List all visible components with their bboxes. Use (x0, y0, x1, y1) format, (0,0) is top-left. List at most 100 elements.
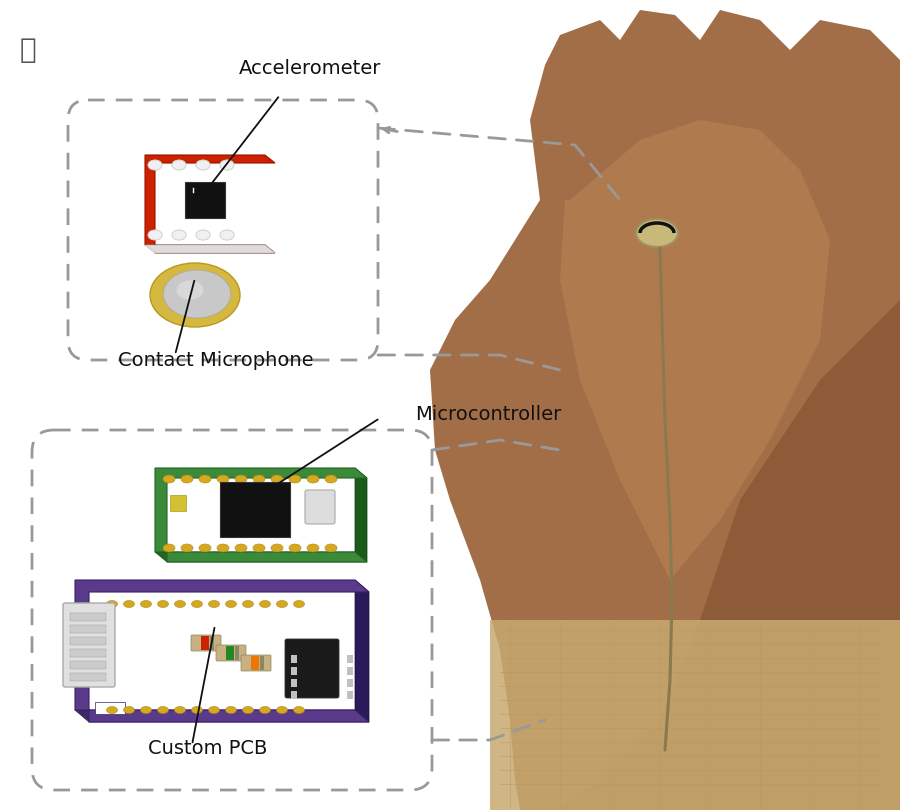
Bar (235, 646, 239, 660)
Ellipse shape (259, 600, 271, 607)
Bar (220, 482, 290, 537)
Bar (291, 667, 297, 675)
Text: Custom PCB: Custom PCB (148, 739, 267, 757)
Bar (291, 691, 297, 699)
Polygon shape (355, 468, 367, 562)
Bar (70, 673, 106, 681)
Ellipse shape (181, 544, 193, 552)
Ellipse shape (163, 270, 230, 318)
Bar (201, 636, 209, 650)
Ellipse shape (192, 706, 202, 714)
Ellipse shape (307, 475, 319, 483)
Ellipse shape (220, 230, 234, 240)
Ellipse shape (220, 160, 234, 170)
FancyBboxPatch shape (216, 645, 246, 661)
Bar (291, 679, 297, 687)
Ellipse shape (253, 544, 265, 552)
Ellipse shape (199, 544, 211, 552)
Ellipse shape (123, 706, 134, 714)
Ellipse shape (217, 544, 229, 552)
Bar (70, 661, 106, 669)
Polygon shape (430, 10, 900, 810)
Ellipse shape (175, 706, 185, 714)
Ellipse shape (158, 600, 168, 607)
Ellipse shape (307, 544, 319, 552)
Ellipse shape (325, 544, 337, 552)
Ellipse shape (209, 706, 220, 714)
Ellipse shape (172, 230, 186, 240)
Polygon shape (355, 580, 369, 722)
Ellipse shape (148, 160, 162, 170)
Ellipse shape (106, 706, 118, 714)
Ellipse shape (196, 230, 210, 240)
Ellipse shape (271, 544, 283, 552)
Ellipse shape (209, 600, 220, 607)
Bar (95, 702, 125, 714)
Ellipse shape (235, 475, 247, 483)
Ellipse shape (150, 263, 240, 327)
Bar (210, 636, 214, 650)
Polygon shape (540, 300, 900, 810)
Ellipse shape (636, 219, 678, 247)
Ellipse shape (163, 544, 175, 552)
Ellipse shape (289, 544, 301, 552)
Polygon shape (490, 620, 900, 810)
Ellipse shape (253, 475, 265, 483)
Ellipse shape (196, 160, 210, 170)
FancyBboxPatch shape (241, 655, 271, 671)
Ellipse shape (175, 600, 185, 607)
Bar (291, 655, 297, 663)
FancyBboxPatch shape (285, 639, 339, 698)
Ellipse shape (293, 600, 304, 607)
Ellipse shape (148, 160, 162, 170)
Ellipse shape (242, 706, 254, 714)
Ellipse shape (235, 544, 247, 552)
FancyBboxPatch shape (63, 603, 115, 687)
FancyBboxPatch shape (191, 635, 221, 651)
Ellipse shape (271, 475, 283, 483)
Ellipse shape (276, 600, 287, 607)
Bar (70, 649, 106, 657)
Text: Accelerometer: Accelerometer (238, 58, 382, 78)
Polygon shape (155, 552, 367, 562)
Ellipse shape (325, 475, 337, 483)
Bar (251, 656, 259, 670)
Ellipse shape (172, 160, 186, 170)
Ellipse shape (158, 706, 168, 714)
Ellipse shape (140, 706, 151, 714)
Polygon shape (155, 468, 367, 562)
Text: 🤖: 🤖 (20, 36, 36, 64)
Ellipse shape (192, 600, 202, 607)
Ellipse shape (148, 230, 162, 240)
Bar (347, 679, 353, 687)
Polygon shape (560, 120, 830, 580)
Polygon shape (75, 710, 369, 722)
Bar (70, 625, 106, 633)
Ellipse shape (242, 600, 254, 607)
Ellipse shape (176, 281, 203, 299)
Ellipse shape (196, 230, 210, 240)
Ellipse shape (172, 230, 186, 240)
Bar (226, 646, 234, 660)
Ellipse shape (106, 600, 118, 607)
Bar (260, 656, 264, 670)
Ellipse shape (226, 600, 237, 607)
Text: Contact Microphone: Contact Microphone (118, 350, 313, 370)
Ellipse shape (217, 475, 229, 483)
Bar (347, 691, 353, 699)
Ellipse shape (220, 160, 234, 170)
Ellipse shape (293, 706, 304, 714)
Bar (347, 667, 353, 675)
Bar (185, 182, 225, 218)
Ellipse shape (289, 475, 301, 483)
Ellipse shape (148, 230, 162, 240)
Ellipse shape (181, 475, 193, 483)
Polygon shape (145, 245, 275, 253)
Ellipse shape (226, 706, 237, 714)
FancyBboxPatch shape (305, 490, 335, 524)
Ellipse shape (172, 160, 186, 170)
Bar (70, 637, 106, 645)
Ellipse shape (196, 160, 210, 170)
Bar (347, 655, 353, 663)
Text: Microcontroller: Microcontroller (415, 406, 562, 424)
